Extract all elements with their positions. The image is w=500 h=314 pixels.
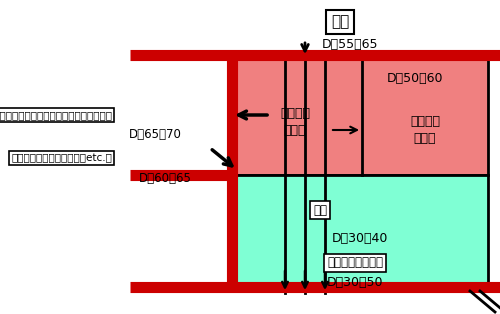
Text: D－30～50: D－30～50 bbox=[327, 275, 384, 289]
Text: カラオケ
ルーム: カラオケ ルーム bbox=[410, 115, 440, 145]
Text: ロビー・フロント: ロビー・フロント bbox=[327, 257, 383, 269]
Text: D－50～60: D－50～60 bbox=[387, 72, 444, 84]
Text: D－30～40: D－30～40 bbox=[332, 231, 388, 245]
Text: D－65～70: D－65～70 bbox=[128, 127, 182, 140]
Text: D－55～65: D－55～65 bbox=[322, 39, 378, 51]
Text: 鉄戸（会議室・プライベートルーム・密室）: 鉄戸（会議室・プライベートルーム・密室） bbox=[0, 110, 112, 120]
Text: カラオケ
ルーム: カラオケ ルーム bbox=[280, 107, 310, 137]
Text: 外部: 外部 bbox=[331, 14, 349, 30]
Bar bbox=[232, 57, 488, 283]
Bar bbox=[232, 57, 488, 175]
Bar bbox=[232, 175, 488, 283]
Text: D－60～65: D－60～65 bbox=[138, 171, 192, 185]
Text: 通路: 通路 bbox=[313, 203, 327, 216]
Text: 鉄戸（事務所、居間、台所etc.）: 鉄戸（事務所、居間、台所etc.） bbox=[11, 153, 112, 163]
